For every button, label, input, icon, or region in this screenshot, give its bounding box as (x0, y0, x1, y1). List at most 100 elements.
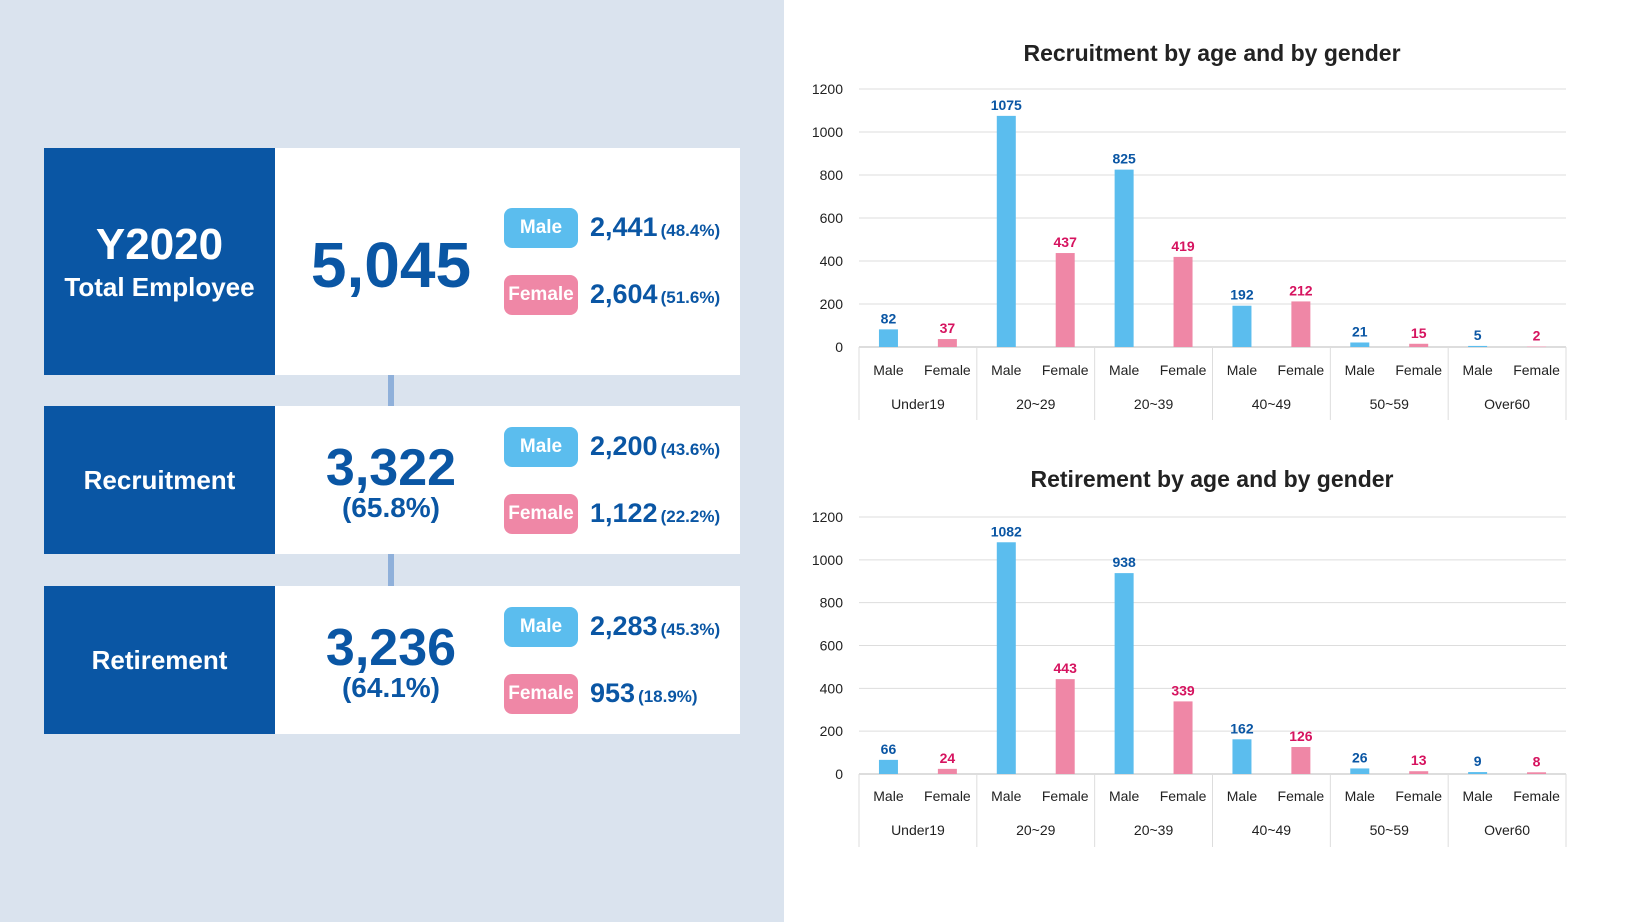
data-label: 339 (1171, 682, 1195, 698)
summary-panel: Y2020 Total Employee 5,045 Male 2,441 (48… (0, 0, 784, 922)
recruitment-percent: (65.8%) (341, 492, 441, 523)
data-label: 443 (1054, 660, 1078, 676)
total-male-count: 2,441 (590, 212, 658, 242)
bar-female (1409, 343, 1429, 347)
retirement-female-count: 953 (590, 678, 636, 708)
male-badge: Male (504, 208, 578, 248)
y-tick-label: 1200 (812, 81, 843, 97)
x-category-label: 40~49 (1252, 822, 1292, 838)
recruitment-female-percent: (22.2%) (660, 507, 721, 526)
male-badge: Male (504, 607, 578, 647)
data-label: 21 (1352, 323, 1368, 339)
retirement-male-percent: (45.3%) (660, 620, 721, 639)
bar-female (937, 339, 957, 347)
x-subcategory-label: Female (924, 788, 971, 804)
y-tick-label: 800 (820, 595, 844, 611)
retirement-percent: (64.1%) (341, 672, 441, 703)
retirement-value: 3,236 (325, 619, 457, 677)
x-subcategory-label: Female (1042, 788, 1089, 804)
bar-female (1527, 346, 1547, 348)
y-tick-label: 1000 (812, 124, 843, 140)
recruitment-title-box: Recruitment (44, 406, 275, 554)
data-label: 24 (940, 750, 956, 766)
bar-male (1114, 169, 1134, 347)
recruitment-card: Recruitment 3,322 (65.8%) Male 2,200 (43.… (44, 406, 740, 554)
y-tick-label: 1000 (812, 552, 843, 568)
x-subcategory-label: Male (873, 788, 904, 804)
retirement-card: Retirement 3,236 (64.1%) Male 2,283 (45.3… (44, 586, 740, 734)
total-female-value: 2,604 (51.6%) (590, 279, 720, 310)
bar-male (878, 329, 898, 347)
y-tick-label: 0 (835, 766, 843, 782)
recruitment-female-count: 1,122 (590, 498, 658, 528)
charts-panel: Recruitment by age and by gender 0 200 400… (784, 0, 1640, 922)
x-subcategory-label: Female (1160, 362, 1207, 378)
data-label: 82 (881, 310, 897, 326)
x-category-label: 20~29 (1016, 822, 1056, 838)
retirement-title: Retirement (91, 644, 228, 675)
data-label: 437 (1054, 234, 1078, 250)
recruitment-title: Recruitment (83, 464, 236, 495)
data-label: 192 (1230, 287, 1254, 303)
y-tick-label: 800 (820, 167, 844, 183)
bar-male (878, 759, 898, 774)
recruitment-chart-title: Recruitment by age and by gender (1023, 40, 1401, 66)
female-badge: Female (504, 674, 578, 714)
x-category-label: 40~49 (1252, 396, 1292, 412)
total-employee-title: Total Employee (64, 271, 255, 302)
x-category-label: Under19 (891, 822, 945, 838)
y-tick-label: 0 (835, 339, 843, 355)
bar-male (1468, 345, 1488, 347)
retirement-male-value: 2,283 (45.3%) (590, 611, 720, 642)
female-badge: Female (504, 494, 578, 534)
data-label: 1082 (991, 523, 1022, 539)
x-category-label: Under19 (891, 396, 945, 412)
x-subcategory-label: Female (1278, 788, 1325, 804)
x-subcategory-label: Female (1042, 362, 1089, 378)
data-label: 26 (1352, 749, 1368, 765)
recruitment-male-percent: (43.6%) (660, 440, 721, 459)
x-subcategory-label: Male (873, 362, 904, 378)
data-label: 15 (1411, 325, 1427, 341)
data-label: 126 (1289, 728, 1313, 744)
x-subcategory-label: Male (1109, 362, 1140, 378)
total-employee-value: 5,045 (310, 229, 472, 301)
x-subcategory-label: Male (991, 362, 1022, 378)
x-subcategory-label: Male (1345, 362, 1376, 378)
x-subcategory-label: Male (1462, 788, 1493, 804)
total-male-percent: (48.4%) (660, 221, 721, 240)
x-subcategory-label: Male (1227, 788, 1258, 804)
data-label: 37 (940, 320, 956, 336)
y-tick-label: 400 (820, 680, 844, 696)
bar-female (1055, 253, 1075, 347)
x-subcategory-label: Male (1462, 362, 1493, 378)
x-subcategory-label: Female (1395, 362, 1442, 378)
bar-male (1232, 305, 1252, 347)
data-label: 2 (1533, 328, 1541, 344)
data-label: 1075 (991, 97, 1022, 113)
bar-female (1409, 771, 1429, 774)
data-label: 162 (1230, 720, 1254, 736)
male-badge: Male (504, 427, 578, 467)
x-subcategory-label: Female (1513, 788, 1560, 804)
x-category-label: Over60 (1484, 396, 1530, 412)
x-subcategory-label: Male (1227, 362, 1258, 378)
total-employee-title-box: Y2020 Total Employee (44, 148, 275, 375)
bar-female (1291, 301, 1311, 347)
recruitment-male-count: 2,200 (590, 431, 658, 461)
data-label: 5 (1474, 327, 1482, 343)
bar-female (1291, 747, 1311, 774)
y-tick-label: 600 (820, 210, 844, 226)
x-subcategory-label: Male (991, 788, 1022, 804)
data-label: 8 (1533, 753, 1541, 769)
x-subcategory-label: Female (924, 362, 971, 378)
x-subcategory-label: Female (1160, 788, 1207, 804)
x-subcategory-label: Female (1278, 362, 1325, 378)
bar-male (1232, 739, 1252, 774)
retirement-chart-title: Retirement by age and by gender (1030, 466, 1394, 492)
bar-male (996, 542, 1016, 774)
data-label: 825 (1112, 151, 1136, 167)
x-subcategory-label: Male (1109, 788, 1140, 804)
bar-female (1527, 772, 1547, 774)
recruitment-male-value: 2,200 (43.6%) (590, 431, 720, 462)
